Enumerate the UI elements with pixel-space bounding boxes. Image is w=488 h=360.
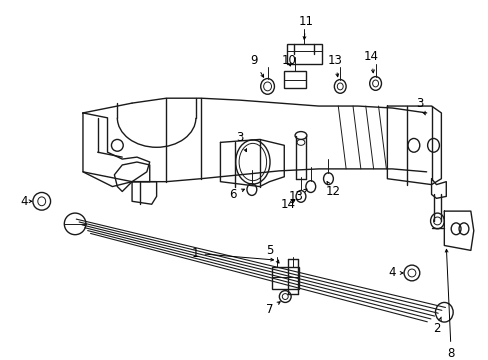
Text: 9: 9: [249, 54, 263, 77]
Text: 14: 14: [364, 50, 378, 73]
Text: 4: 4: [20, 195, 32, 208]
Text: 6: 6: [229, 188, 244, 201]
Text: 13: 13: [288, 189, 306, 203]
Bar: [271, 267, 298, 289]
Text: 11: 11: [298, 15, 313, 39]
Text: 14: 14: [280, 198, 295, 211]
Text: 3: 3: [236, 131, 246, 152]
Text: 13: 13: [327, 54, 342, 77]
Text: 1: 1: [192, 247, 273, 261]
Text: 4: 4: [388, 266, 402, 279]
Text: 12: 12: [325, 181, 340, 198]
Text: 8: 8: [444, 249, 454, 360]
Text: 3: 3: [415, 96, 425, 115]
Bar: [286, 44, 321, 64]
Text: 5: 5: [265, 244, 279, 263]
Text: 10: 10: [281, 54, 296, 67]
Bar: [284, 71, 305, 88]
Text: 2: 2: [432, 317, 440, 336]
Text: 7: 7: [265, 302, 280, 316]
